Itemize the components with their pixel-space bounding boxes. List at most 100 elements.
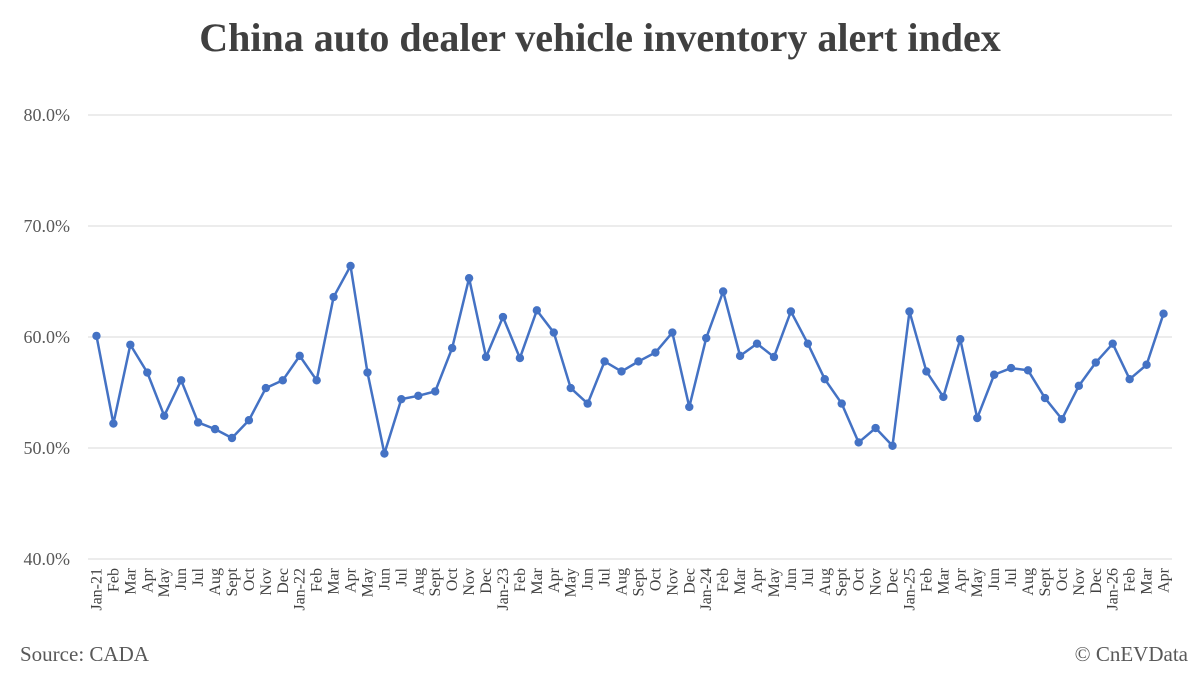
- data-point: [126, 340, 135, 349]
- data-point: [92, 331, 101, 341]
- data-point: [1159, 309, 1168, 318]
- x-tick-label: Jun: [580, 568, 597, 590]
- data-point: [820, 374, 829, 384]
- data-point: [617, 367, 626, 376]
- x-tick-label: Mar: [529, 567, 546, 594]
- x-tick-label: Jul: [1003, 567, 1020, 586]
- data-point: [718, 287, 728, 296]
- data-point: [735, 351, 745, 361]
- data-point: [1125, 374, 1134, 384]
- data-point: [769, 352, 779, 362]
- data-point: [329, 292, 338, 302]
- x-tick-label: Sept: [427, 567, 444, 596]
- x-tick-label: Dec: [275, 568, 292, 594]
- x-tick-label: Sept: [630, 567, 647, 596]
- x-tick-label: Jan-21: [88, 568, 105, 611]
- x-tick-label: May: [563, 568, 580, 597]
- data-point: [752, 339, 762, 348]
- data-point: [498, 312, 508, 322]
- x-tick-label: Jun: [986, 568, 1003, 590]
- data-point: [634, 357, 643, 366]
- x-tick-label: Aug: [410, 568, 427, 596]
- data-point: [210, 424, 220, 434]
- series-line: [95, 264, 1165, 455]
- data-point: [905, 307, 914, 316]
- x-tick-label: Jan-26: [1105, 568, 1122, 611]
- data-point: [1006, 363, 1016, 373]
- data-point: [278, 376, 287, 385]
- data-point: [600, 357, 609, 366]
- x-tick-label: Apr: [749, 567, 766, 593]
- x-tick-label: Apr: [343, 567, 360, 593]
- x-tick-label: Oct: [1054, 567, 1071, 591]
- data-point: [481, 352, 491, 362]
- x-tick-label: Apr: [952, 567, 969, 593]
- data-point: [1023, 366, 1033, 375]
- x-tick-label: Aug: [1020, 568, 1037, 596]
- x-tick-label: Mar: [935, 567, 952, 594]
- data-point: [464, 273, 474, 283]
- x-tick-label: Oct: [241, 567, 258, 591]
- x-tick-label: Sept: [1037, 567, 1054, 596]
- x-tick-label: Oct: [444, 567, 461, 591]
- data-point: [414, 391, 423, 401]
- data-point: [583, 399, 592, 408]
- data-point: [431, 387, 440, 396]
- data-point: [973, 413, 982, 423]
- x-tick-label: Aug: [817, 568, 834, 596]
- x-tick-label: May: [359, 568, 376, 597]
- x-axis-ticks: Jan-21 Feb Mar Apr May Jun Jul Aug Sept Oct Nov Dec…: [88, 567, 1172, 610]
- data-point: [1057, 414, 1067, 424]
- data-point: [363, 368, 372, 377]
- gridlines: [88, 114, 1172, 560]
- data-point: [956, 335, 965, 344]
- data-point: [1074, 381, 1084, 391]
- data-point: [803, 339, 813, 348]
- data-point: [549, 328, 558, 337]
- x-tick-label: Mar: [122, 567, 139, 594]
- data-point: [1040, 393, 1050, 403]
- x-tick-label: Jun: [376, 568, 393, 590]
- data-point: [227, 433, 237, 443]
- x-tick-label: Jul: [393, 567, 410, 586]
- chart-title: China auto dealer vehicle inventory aler…: [199, 15, 1001, 60]
- x-tick-label: Feb: [918, 568, 935, 592]
- y-tick-label: 60.0%: [24, 327, 71, 347]
- x-tick-label: Dec: [478, 568, 495, 594]
- x-tick-label: May: [156, 568, 173, 597]
- data-point: [515, 353, 525, 363]
- x-tick-label: Sept: [834, 567, 851, 596]
- x-tick-label: Nov: [258, 568, 275, 596]
- x-tick-label: Jan-25: [901, 568, 918, 611]
- data-point: [109, 419, 118, 428]
- x-tick-label: Aug: [614, 568, 631, 596]
- x-tick-label: May: [969, 568, 986, 597]
- data-point: [939, 392, 948, 402]
- x-tick-label: Mar: [326, 567, 343, 594]
- data-point: [143, 368, 152, 377]
- x-tick-label: Jul: [190, 567, 207, 586]
- x-tick-label: Nov: [1071, 568, 1088, 596]
- data-point: [685, 402, 694, 412]
- y-axis-ticks: 40.0% 50.0% 60.0% 70.0% 80.0%: [24, 105, 71, 569]
- data-point: [244, 416, 254, 425]
- data-point: [346, 261, 355, 271]
- x-tick-label: Mar: [1139, 567, 1156, 594]
- data-point: [176, 376, 186, 385]
- x-tick-label: Apr: [1156, 567, 1173, 593]
- data-point: [1108, 339, 1117, 348]
- x-tick-label: Nov: [461, 568, 478, 596]
- data-point: [922, 367, 931, 376]
- data-point: [989, 370, 999, 379]
- x-tick-label: Apr: [139, 567, 156, 593]
- x-tick-label: Feb: [1122, 568, 1139, 592]
- y-tick-label: 70.0%: [24, 216, 71, 236]
- data-point: [261, 383, 271, 393]
- data-point: [397, 394, 406, 404]
- x-tick-label: Nov: [664, 568, 681, 596]
- x-tick-label: Dec: [885, 568, 902, 594]
- x-tick-label: Aug: [207, 568, 224, 596]
- data-point: [193, 418, 203, 427]
- x-tick-label: Jun: [783, 568, 800, 590]
